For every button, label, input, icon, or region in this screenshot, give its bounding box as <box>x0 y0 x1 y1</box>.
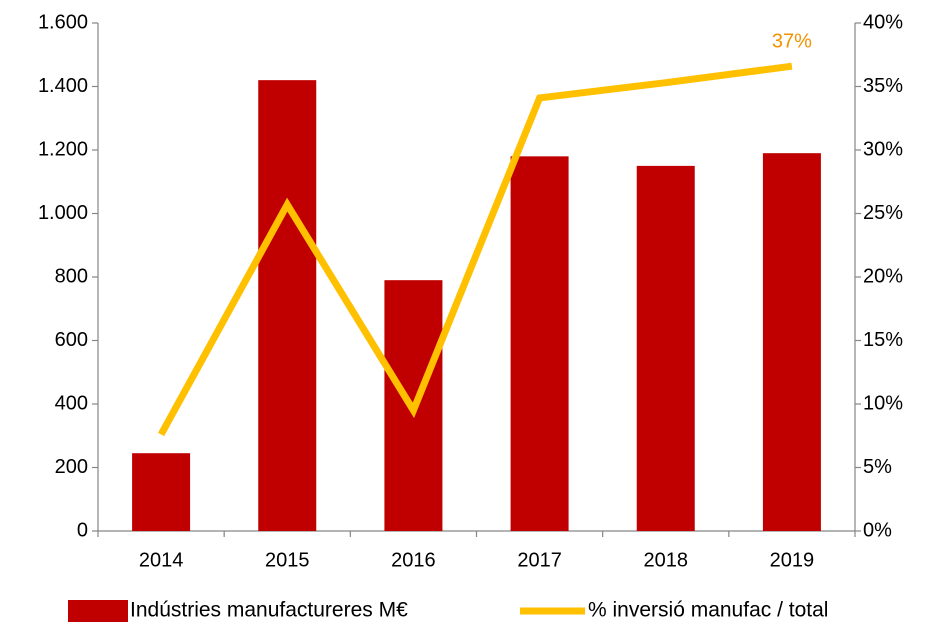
x-tick-label: 2015 <box>265 549 310 571</box>
y2-tick-label: 30% <box>863 138 903 160</box>
y2-tick-label: 5% <box>863 456 892 478</box>
legend-label: % inversió manufac / total <box>588 599 828 622</box>
bar <box>636 165 695 531</box>
x-tick-label: 2016 <box>391 549 436 571</box>
y-tick-label: 0 <box>77 519 88 541</box>
line <box>158 62 793 437</box>
y-tick-label: 200 <box>55 456 88 478</box>
bar <box>258 80 317 532</box>
x-tick-label: 2018 <box>644 549 689 571</box>
y-tick-label: 400 <box>55 392 88 414</box>
y-tick-label: 1.200 <box>38 138 88 160</box>
y2-tick-label: 35% <box>863 75 903 97</box>
data-label: 37% <box>772 30 812 52</box>
y-tick-label: 800 <box>55 265 88 287</box>
y2-tick-label: 40% <box>863 11 903 33</box>
y-tick-label: 1.400 <box>38 75 88 97</box>
y-tick-label: 600 <box>55 329 88 351</box>
legend-swatch <box>68 600 128 622</box>
x-tick-label: 2014 <box>139 549 184 571</box>
bar <box>762 153 821 532</box>
y2-tick-label: 15% <box>863 329 903 351</box>
bar <box>132 453 191 531</box>
y-tick-label: 1.000 <box>38 202 88 224</box>
y2-tick-label: 20% <box>863 265 903 287</box>
y2-tick-label: 0% <box>863 519 892 541</box>
y2-tick-label: 10% <box>863 392 903 414</box>
x-tick-label: 2019 <box>770 549 815 571</box>
y-tick-label: 1.600 <box>38 11 88 33</box>
bar <box>510 156 569 531</box>
y2-tick-label: 25% <box>863 202 903 224</box>
x-tick-label: 2017 <box>517 549 562 571</box>
legend-label: Indústries manufactureres M€ <box>130 599 408 622</box>
